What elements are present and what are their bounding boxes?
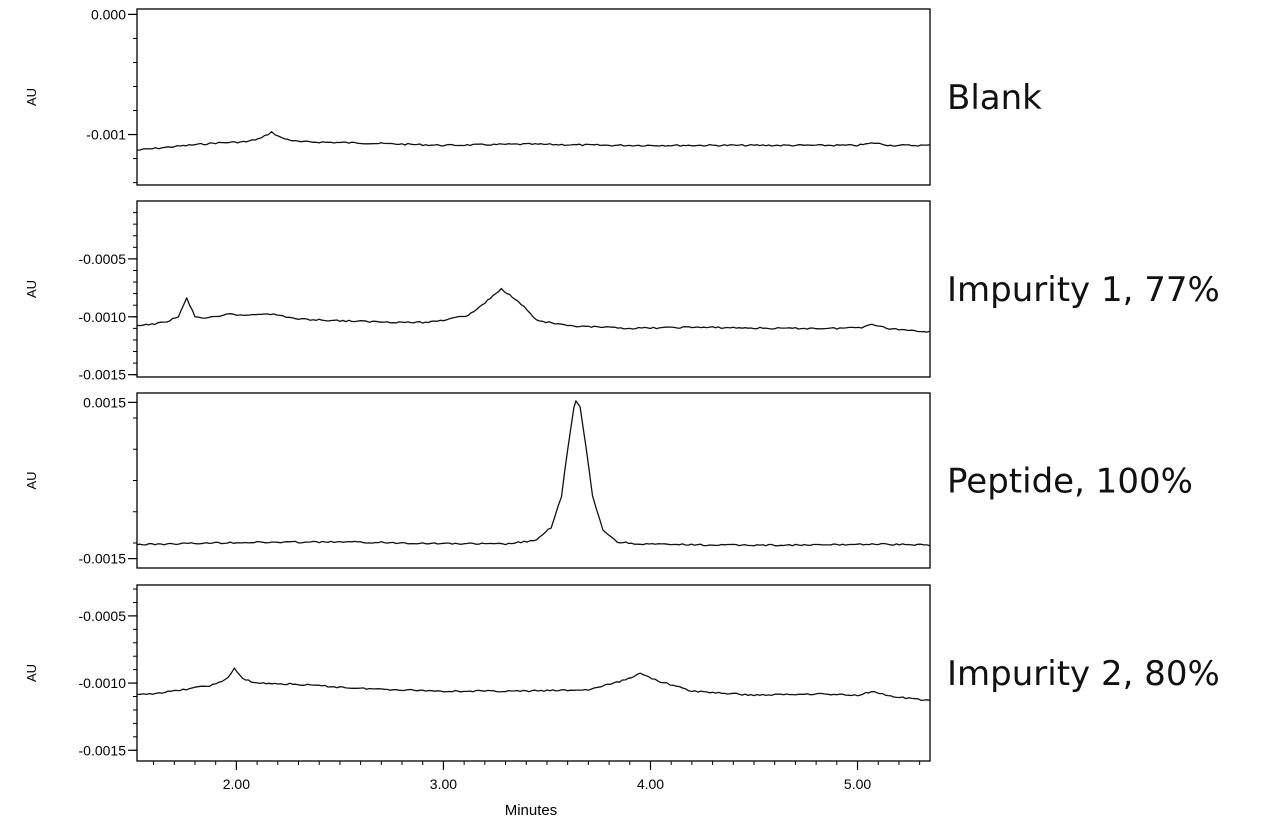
- panel-label: Peptide, 100%: [947, 462, 1193, 502]
- chromatogram-trace: [136, 131, 931, 151]
- y-tick-label: 0.0015: [83, 394, 126, 410]
- y-tick-label: -0.0015: [79, 367, 127, 383]
- panel-label: Impurity 1, 77%: [947, 270, 1220, 310]
- chromatogram-panel: -0.0005 -0.0010 -0.0015 AU Impurity 2, 80%: [24, 584, 1220, 762]
- x-tick-label: 5.00: [844, 776, 871, 792]
- y-tick-label: -0.001: [86, 127, 126, 143]
- panel-label: Impurity 2, 80%: [947, 654, 1220, 694]
- y-tick-label: -0.0005: [79, 608, 127, 624]
- y-tick-label: -0.0015: [79, 742, 127, 758]
- x-tick-label: 4.00: [637, 776, 664, 792]
- panel-label: Blank: [947, 78, 1042, 118]
- y-axis-label: AU: [24, 88, 39, 106]
- plot-frame: [136, 8, 931, 186]
- y-tick-label: -0.0005: [79, 251, 127, 267]
- chromatogram-trace: [136, 287, 931, 333]
- y-axis-label: AU: [24, 664, 39, 682]
- plot-frame: [136, 200, 931, 378]
- y-tick-label: -0.0015: [79, 551, 127, 567]
- plot-frame: [136, 584, 931, 762]
- y-tick-label: 0.000: [91, 6, 126, 22]
- x-axis-label: Minutes: [505, 802, 558, 819]
- x-axis: 2.00 3.00 4.00 5.00: [153, 761, 921, 792]
- y-axis-label: AU: [24, 280, 39, 298]
- y-axis-label: AU: [24, 471, 39, 489]
- chromatogram-panel: 0.000 -0.001 AU Blank: [24, 6, 1042, 186]
- chromatogram-panel: 0.0015 -0.0015 AU Peptide, 100%: [24, 392, 1193, 569]
- chromatogram-panel: -0.0005 -0.0010 -0.0015 AU Impurity 1, 77%: [24, 200, 1220, 383]
- chromatogram-trace: [136, 667, 931, 701]
- y-tick-label: -0.0010: [79, 309, 127, 325]
- x-tick-label: 3.00: [430, 776, 457, 792]
- chromatogram-trace: [136, 400, 931, 547]
- y-tick-label: -0.0010: [79, 675, 127, 691]
- x-tick-label: 2.00: [223, 776, 250, 792]
